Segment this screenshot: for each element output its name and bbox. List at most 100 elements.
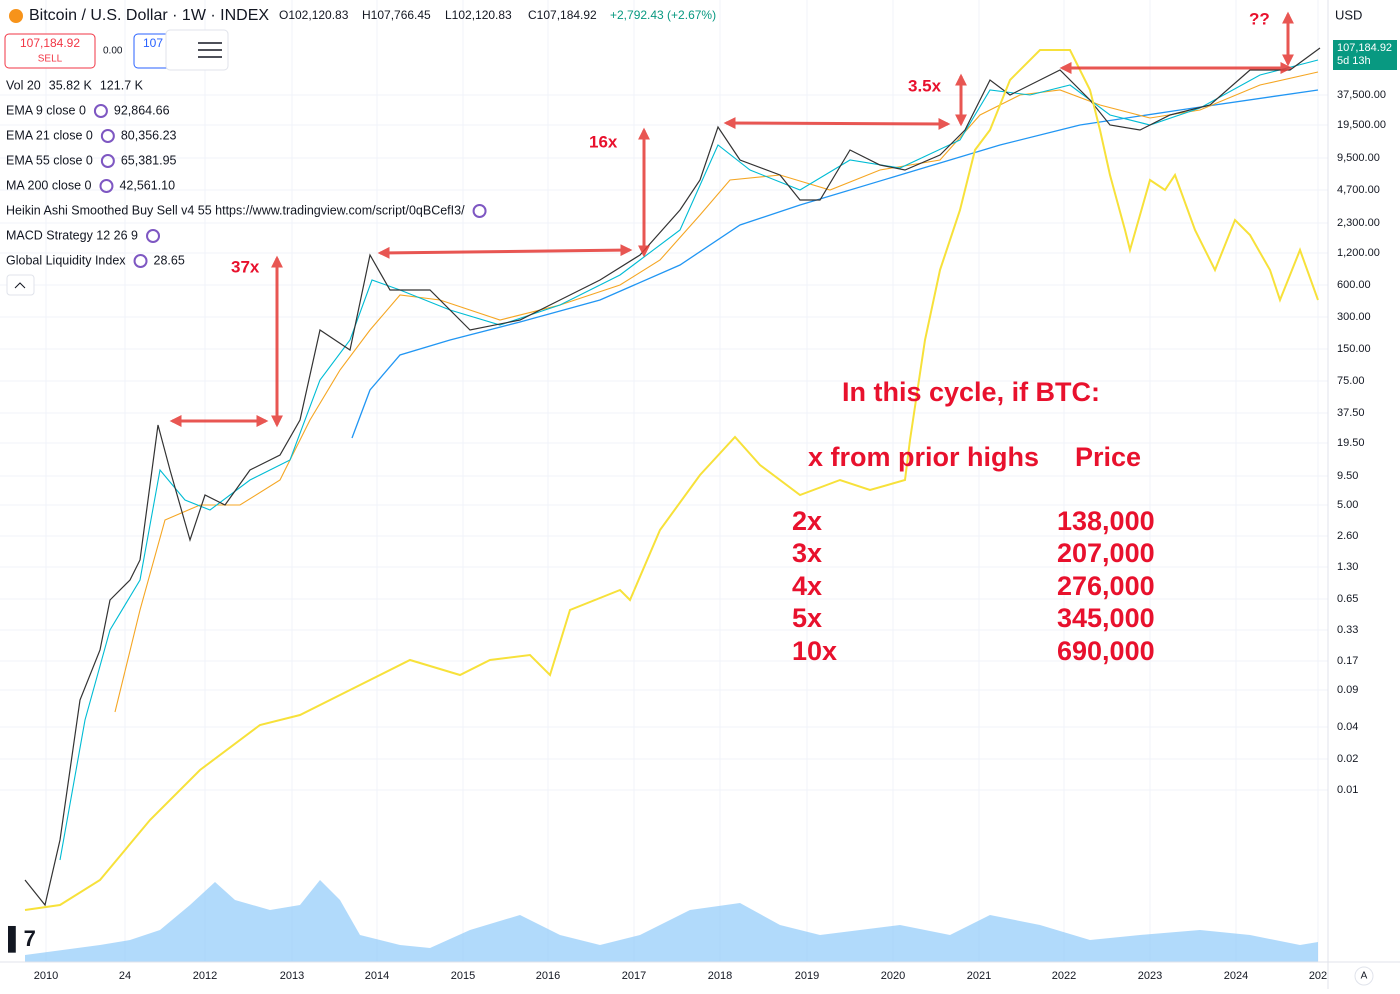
time-label: 24 [119,970,131,982]
time-label: 202 [1309,970,1327,982]
time-label: 2019 [795,970,819,982]
price-label: 0.02 [1337,753,1358,765]
ohlc: L102,120.83 [445,8,512,22]
row-mult: 3x [792,538,822,568]
indicator-name: Global Liquidity Index [6,253,126,267]
price-label: 0.04 [1337,721,1358,733]
tv-logo: ▌7 [8,925,36,953]
price-label: 150.00 [1337,343,1371,355]
auto-scale-label: A [1361,971,1368,982]
price-label: 19,500.00 [1337,119,1386,131]
price-label: 75.00 [1337,375,1365,387]
price-label: 0.09 [1337,684,1358,696]
countdown: 5d 13h [1337,55,1371,67]
collapse-button[interactable] [6,274,35,296]
indicator-name: Vol 20 [6,78,41,92]
indicator-name: MA 200 close 0 [6,178,92,192]
ohlc: O102,120.83 [279,8,349,22]
row-mult: 2x [792,506,822,536]
indicator-icon [93,104,108,118]
time-label: 2014 [365,970,389,982]
indicator-name: Heikin Ashi Smoothed Buy Sell v4 55 http… [6,203,465,217]
currency[interactable]: USD [1335,7,1362,22]
sell-price: 107,184.92 [20,36,80,50]
price-label: 600.00 [1337,279,1371,291]
price-label: 300.00 [1337,311,1371,323]
row-mult: 10x [792,636,837,666]
indicator-value: 92,864.66 [114,103,170,117]
price-label: 37,500.00 [1337,89,1386,101]
indicator-name: EMA 21 close 0 [6,128,93,142]
ma200-line [351,89,1319,439]
indicator-icon [100,129,115,143]
indicator-value: 80,356.23 [121,128,177,142]
price-label: 2,300.00 [1337,217,1380,229]
time-label: 2017 [622,970,646,982]
price-label: 5.00 [1337,499,1358,511]
row-price: 690,000 [1057,636,1155,666]
row-price: 276,000 [1057,571,1155,601]
row-mult: 5x [792,603,822,633]
indicator-value: 35.82 K [49,78,93,92]
menu-icon [198,42,222,58]
time-label: 2021 [967,970,991,982]
sell-button[interactable] [4,33,96,69]
indicator-name: EMA 9 close 0 [6,103,86,117]
price-label: 0.17 [1337,655,1358,667]
time-label: 2015 [451,970,475,982]
time-label: 2018 [708,970,732,982]
time-label: 2023 [1138,970,1162,982]
indicator-icon [99,179,114,193]
sell-label: SELL [38,54,63,65]
mult-label: 16x [589,132,618,151]
price-label: 37.50 [1337,407,1365,419]
btc-icon [9,9,23,23]
indicator-value: 42,561.10 [119,178,175,192]
volume-area [25,880,1318,962]
indicator-icon [133,254,148,268]
indicator-icon [146,229,161,243]
price-label: 9,500.00 [1337,152,1380,164]
price-label: 0.65 [1337,593,1358,605]
row-mult: 4x [792,571,822,601]
grid [0,0,1328,962]
indicator-name: EMA 55 close 0 [6,153,93,167]
row-price: 345,000 [1057,603,1155,633]
mult-label: 3.5x [908,76,942,95]
symbol[interactable]: Bitcoin / U.S. Dollar · 1W · INDEX [29,7,269,24]
indicator-name: MACD Strategy 12 26 9 [6,228,138,242]
time-label: 2022 [1052,970,1076,982]
time-label: 2010 [34,970,58,982]
price-label: 0.33 [1337,624,1358,636]
price-label: 9.50 [1337,470,1358,482]
change: +2,792.43 (+2.67%) [610,8,716,22]
time-label: 2024 [1224,970,1248,982]
mult-label: ?? [1249,9,1270,28]
price-label: 1,200.00 [1337,247,1380,259]
ema21-line [59,59,1319,861]
time-label: 2013 [280,970,304,982]
buy-price: 107 [143,36,163,50]
auto-scale-button[interactable] [1354,966,1374,986]
row-price: 207,000 [1057,538,1155,568]
menu-button[interactable] [165,29,229,71]
price-label: 0.01 [1337,784,1358,796]
indicator-icon [100,154,115,168]
last-price-tag [1333,40,1397,70]
arrows [169,11,1294,428]
time-label: 2020 [881,970,905,982]
price-label: 2.60 [1337,530,1358,542]
mult-label: 37x [231,257,260,276]
time-label: 2016 [536,970,560,982]
price-line [24,47,1321,907]
price-label: 4,700.00 [1337,184,1380,196]
price-label: 1.30 [1337,561,1358,573]
indicator-value: 65,381.95 [121,153,177,167]
col-header: Price [1075,442,1141,472]
liquidity-line [24,49,1319,911]
time-label: 2012 [193,970,217,982]
ohlc: H107,766.45 [362,8,431,22]
indicator-icon [472,204,487,218]
ema55-line [114,71,1319,713]
cycle-title: In this cycle, if BTC: [842,377,1100,407]
